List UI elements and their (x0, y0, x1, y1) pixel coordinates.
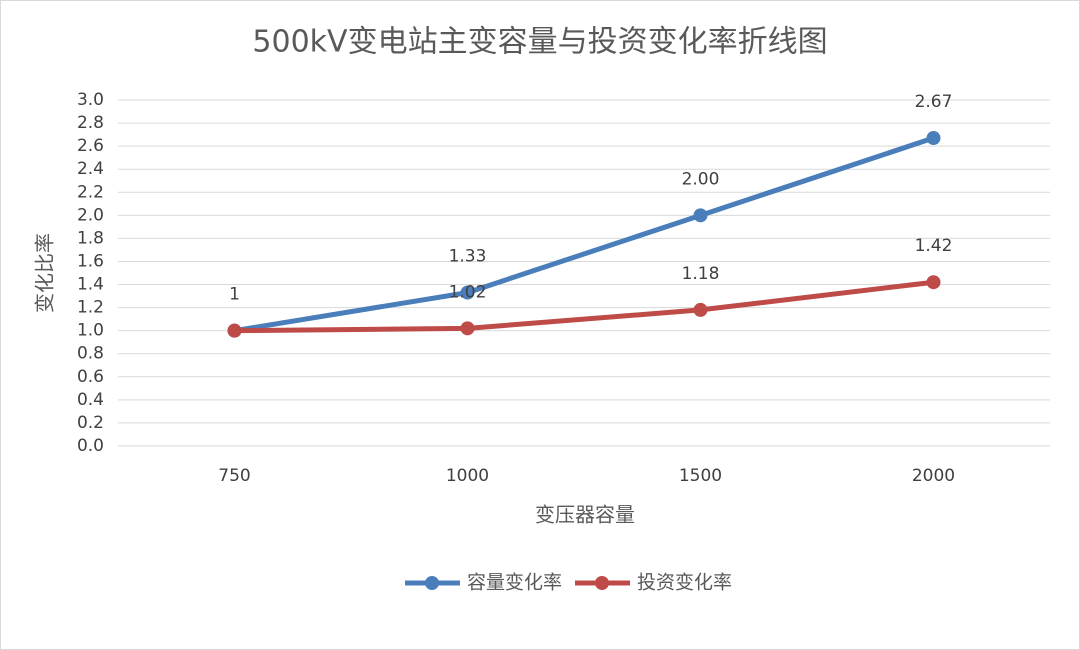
y-tick-label: 0.0 (77, 436, 104, 456)
y-tick-label: 0.8 (77, 344, 104, 364)
y-tick-label: 2.6 (77, 136, 104, 156)
y-tick-label: 0.6 (77, 367, 104, 387)
marker (926, 131, 941, 146)
marker (460, 321, 475, 336)
marker (460, 285, 475, 300)
y-tick-label: 3.0 (77, 90, 104, 110)
y-tick-label: 2.8 (77, 113, 104, 133)
line (234, 279, 934, 334)
marker (227, 323, 242, 338)
y-tick-label: 2.0 (77, 205, 104, 225)
marker (926, 275, 941, 290)
x-tick-label: 750 (218, 466, 250, 486)
y-axis-title: 变化比率 (33, 233, 57, 313)
y-tick-label: 1.2 (77, 298, 104, 318)
chart-title: 500kV变电站主变容量与投资变化率折线图 (252, 25, 827, 60)
data-label: 1.33 (449, 247, 487, 267)
legend-marker (425, 576, 439, 590)
data-label: 1.42 (915, 236, 953, 256)
data-label: 2.67 (915, 92, 953, 112)
data-label: 1 (229, 285, 240, 305)
y-tick-label: 1.4 (77, 275, 104, 295)
marker (693, 302, 708, 317)
x-tick-label: 1500 (679, 466, 722, 486)
y-tick-label: 2.4 (77, 159, 104, 179)
data-label: 1.18 (682, 264, 720, 284)
y-tick-label: 2.2 (77, 182, 104, 202)
y-tick-label: 0.4 (77, 390, 104, 410)
legend-label: 容量变化率 (467, 572, 562, 594)
x-tick-label: 2000 (912, 466, 955, 486)
y-tick-label: 0.2 (77, 413, 104, 433)
x-axis-title: 变压器容量 (535, 503, 635, 527)
line (234, 135, 935, 334)
x-tick-label: 1000 (446, 466, 489, 486)
marker (693, 208, 708, 223)
data-label: 2.00 (682, 169, 720, 189)
data-label: 1.02 (449, 282, 487, 302)
legend-marker (595, 576, 609, 590)
y-tick-label: 1.6 (77, 251, 104, 271)
y-tick-label: 1.0 (77, 321, 104, 341)
legend-label: 投资变化率 (637, 572, 732, 594)
y-tick-label: 1.8 (77, 228, 104, 248)
